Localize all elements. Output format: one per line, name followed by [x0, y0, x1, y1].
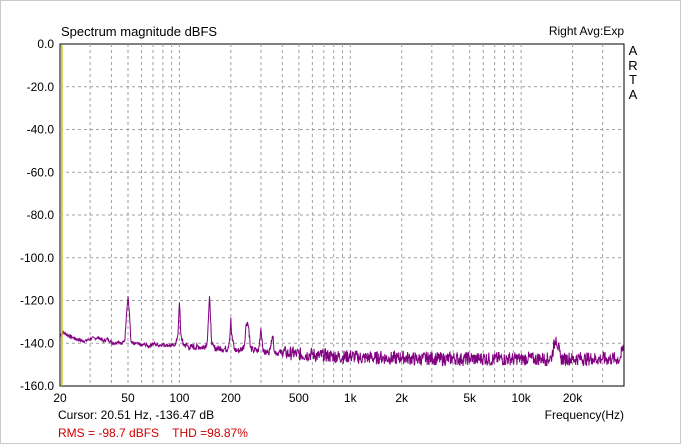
x-tick-label: 1k	[344, 391, 358, 405]
series-line	[59, 296, 625, 367]
channel-avg-info: Right Avg:Exp	[548, 24, 624, 38]
y-tick-label: -160.0	[20, 379, 54, 393]
stats-line: RMS = -98.7 dBFS THD =98.87%	[58, 426, 258, 440]
chart-title: Spectrum magnitude dBFS	[61, 24, 218, 39]
logo-letter: A	[628, 86, 638, 102]
y-tick-label: 0.0	[37, 37, 54, 51]
x-tick-label: 100	[169, 391, 189, 405]
vertical-gridlines	[89, 44, 604, 386]
x-tick-label: 20k	[563, 391, 583, 405]
x-axis-tick-labels: 20 50 100 200 500 1k 2k 5k 10k 20k	[53, 391, 583, 405]
x-tick-label: 20	[53, 391, 67, 405]
x-tick-label: 2k	[395, 391, 409, 405]
thd-value: THD =98.87%	[172, 426, 248, 440]
y-tick-label: -40.0	[27, 123, 55, 137]
x-axis-label: Frequency(Hz)	[544, 408, 624, 422]
x-tick-label: 200	[221, 391, 241, 405]
logo-letter: R	[628, 57, 638, 73]
x-tick-label: 500	[289, 391, 309, 405]
y-tick-label: -140.0	[20, 336, 54, 350]
cursor-readout: Cursor: 20.51 Hz, -136.47 dB	[58, 408, 215, 422]
series-layer	[59, 296, 625, 367]
x-tick-label: 50	[121, 391, 135, 405]
logo-letter: A	[628, 43, 638, 58]
y-tick-label: -60.0	[27, 165, 55, 179]
rms-value: RMS = -98.7 dBFS	[58, 426, 160, 440]
x-tick-label: 10k	[511, 391, 531, 405]
y-tick-label: -100.0	[20, 251, 54, 265]
y-axis-tick-labels: 0.0 -20.0 -40.0 -60.0 -80.0 -100.0 -120.0 -140.…	[20, 37, 54, 393]
arta-logo: A R T A	[626, 43, 640, 102]
logo-letter: T	[629, 72, 637, 87]
x-tick-label: 5k	[463, 391, 477, 405]
y-tick-label: -20.0	[27, 80, 55, 94]
y-tick-label: -120.0	[20, 294, 54, 308]
y-tick-label: -80.0	[27, 208, 55, 222]
